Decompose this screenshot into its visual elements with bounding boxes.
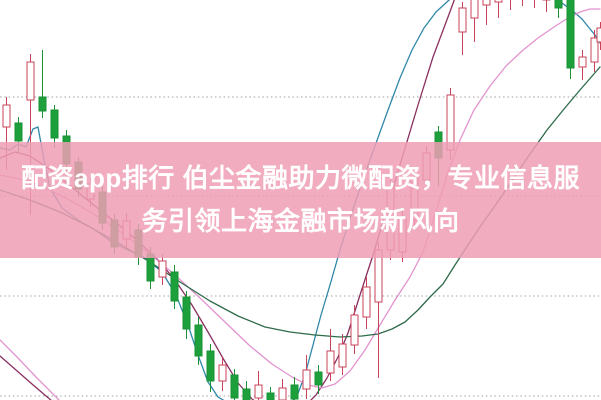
up-candle-body: [218, 364, 227, 382]
down-candle-body: [566, 0, 575, 69]
up-candle-body: [494, 0, 503, 3]
down-candle-body: [206, 350, 215, 382]
tail-line-dark: [0, 355, 52, 400]
down-candle-body: [170, 271, 179, 302]
up-candle-body: [254, 384, 263, 399]
down-candle-body: [182, 296, 191, 330]
headline-banner: 配资app排行 伯尘金融助力微配资，专业信息服 务引领上海金融市场新风向: [0, 142, 601, 258]
down-candle-body: [314, 371, 323, 386]
down-candle-body: [554, 0, 563, 9]
up-candle-body: [158, 260, 167, 278]
down-candle-body: [14, 122, 23, 142]
down-candle-body: [290, 384, 299, 400]
up-candle-body: [278, 387, 287, 400]
up-candle-body: [482, 0, 491, 6]
up-candle-body: [326, 350, 335, 374]
up-candle-body: [2, 104, 11, 128]
up-candle-body: [362, 286, 371, 318]
up-candle-body: [596, 27, 601, 43]
up-candle-body: [350, 314, 359, 346]
up-candle-body: [578, 56, 587, 68]
headline-line-2: 务引领上海金融市场新风向: [141, 206, 460, 236]
up-candle-body: [302, 369, 311, 390]
headline-line-1: 配资app排行 伯尘金融助力微配资，专业信息服: [21, 163, 580, 193]
down-candle-body: [50, 109, 59, 139]
up-candle-body: [590, 37, 599, 63]
up-candle-body: [26, 61, 35, 101]
down-candle-body: [230, 374, 239, 399]
down-candle-body: [194, 324, 203, 357]
up-candle-body: [338, 343, 347, 368]
tail-line-pink: [0, 339, 60, 400]
down-candle-body: [242, 388, 251, 400]
down-candle-body: [38, 96, 47, 112]
down-candle-body: [146, 253, 155, 282]
up-candle-body: [458, 7, 467, 33]
up-candle-body: [470, 0, 479, 19]
down-candle-body: [266, 392, 275, 400]
